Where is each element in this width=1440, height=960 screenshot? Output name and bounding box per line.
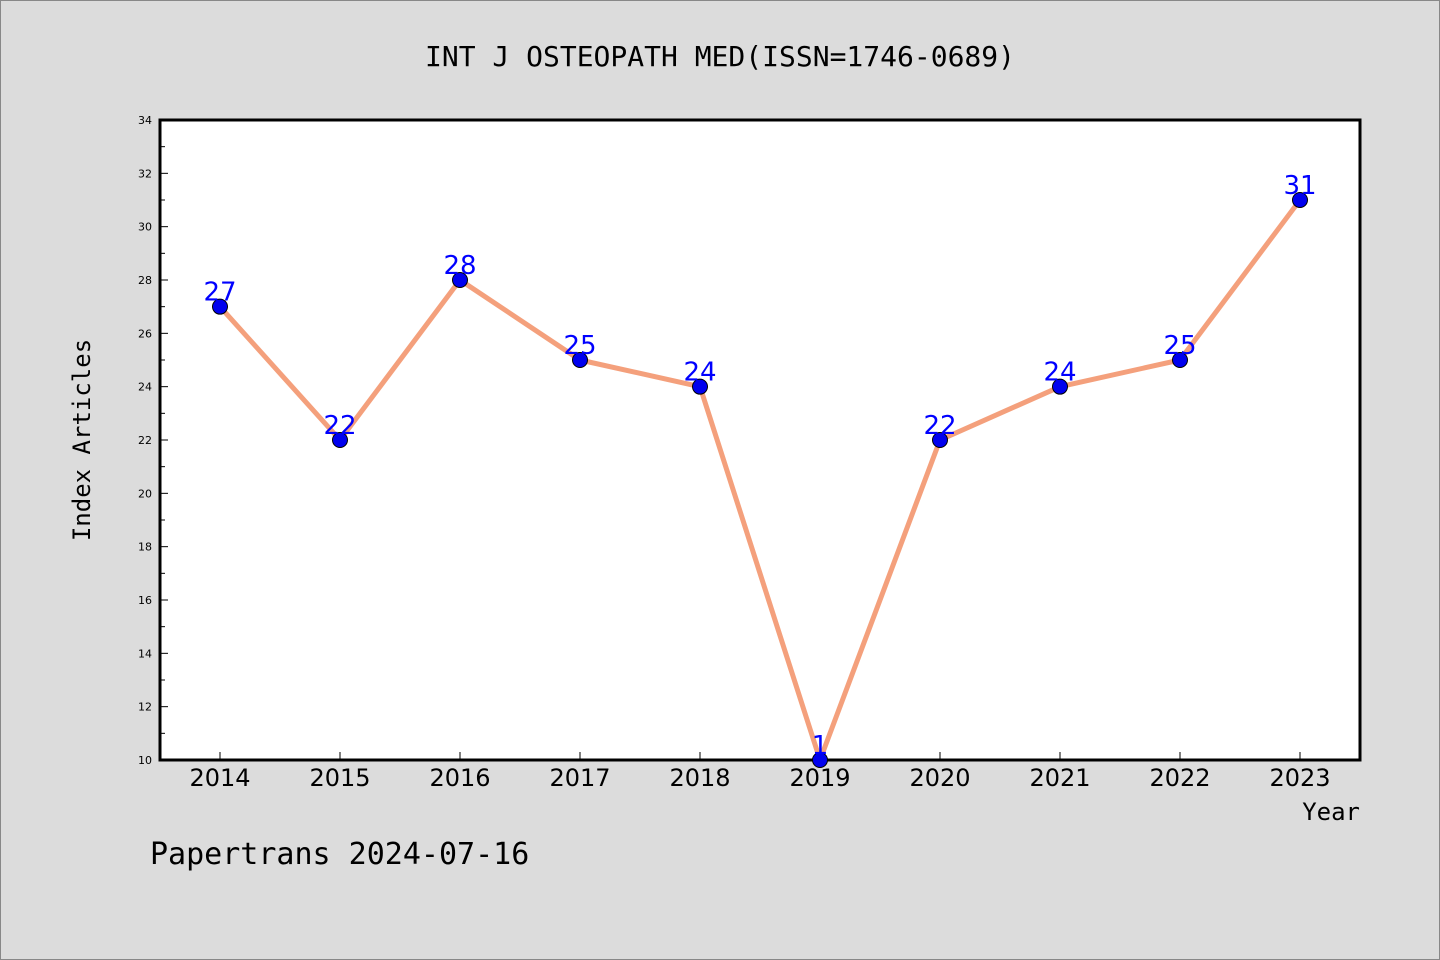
y-tick-label: 30 xyxy=(138,221,152,234)
y-tick-label: 16 xyxy=(138,594,152,607)
data-label-2019: 1 xyxy=(812,731,829,761)
x-tick-label: 2018 xyxy=(669,764,730,792)
data-point-2023 xyxy=(1292,192,1308,208)
data-label-2016: 28 xyxy=(443,251,476,281)
y-tick-label: 18 xyxy=(138,541,152,554)
series-layer: 27 22 28 25 24 1 22 24 25 31 xyxy=(203,171,1317,768)
data-point-2019 xyxy=(812,752,828,768)
x-axis: 2014 2015 2016 2017 2018 2019 2020 2021 2022 2023 xyxy=(189,752,1331,792)
y-tick-label: 28 xyxy=(138,274,152,287)
x-tick-label: 2015 xyxy=(309,764,370,792)
data-point-2015 xyxy=(332,432,348,448)
x-tick-label: 2017 xyxy=(549,764,610,792)
data-point-2018 xyxy=(692,378,708,395)
x-tick-label: 2022 xyxy=(1149,764,1210,792)
x-tick-label: 2014 xyxy=(189,764,250,792)
data-point-2020 xyxy=(932,432,948,448)
y-axis: 10 12 14 16 18 20 22 24 26 28 30 32 34 xyxy=(138,114,168,767)
chart-title: INT J OSTEOPATH MED(ISSN=1746-0689) xyxy=(425,40,1015,73)
plot-area xyxy=(158,118,1362,762)
footer-credit: Papertrans 2024-07-16 xyxy=(150,837,529,872)
x-axis-label: Year xyxy=(1302,798,1360,826)
x-tick-label: 2016 xyxy=(429,764,490,792)
x-tick-label: 2023 xyxy=(1269,764,1330,792)
data-point-2014 xyxy=(212,298,228,315)
data-point-2017 xyxy=(572,352,588,368)
y-tick-label: 22 xyxy=(138,434,152,447)
data-point-2022 xyxy=(1172,352,1188,368)
data-label-2021: 24 xyxy=(1043,358,1076,388)
data-label-2015: 22 xyxy=(323,411,356,441)
x-tick-label: 2019 xyxy=(789,764,850,792)
x-tick-label: 2021 xyxy=(1029,764,1090,792)
data-label-2022: 25 xyxy=(1163,331,1196,361)
data-point-2021 xyxy=(1052,378,1068,395)
y-tick-label: 12 xyxy=(138,701,152,714)
data-label-2014: 27 xyxy=(203,278,236,308)
y-axis-label: Index Articles xyxy=(68,339,96,541)
y-tick-label: 20 xyxy=(138,487,152,500)
y-tick-label: 26 xyxy=(138,327,152,340)
data-label-2023: 31 xyxy=(1283,171,1316,201)
data-label-2017: 25 xyxy=(563,331,596,361)
y-tick-label: 32 xyxy=(138,167,152,180)
data-point-2016 xyxy=(452,272,468,288)
x-tick-label: 2020 xyxy=(909,764,970,792)
y-tick-label: 10 xyxy=(138,754,152,767)
y-tick-label: 24 xyxy=(138,381,152,394)
data-label-2018: 24 xyxy=(683,358,716,388)
y-tick-label: 34 xyxy=(138,114,152,127)
series-line xyxy=(218,198,1302,763)
y-tick-label: 14 xyxy=(138,647,152,660)
data-label-2020: 22 xyxy=(923,411,956,441)
